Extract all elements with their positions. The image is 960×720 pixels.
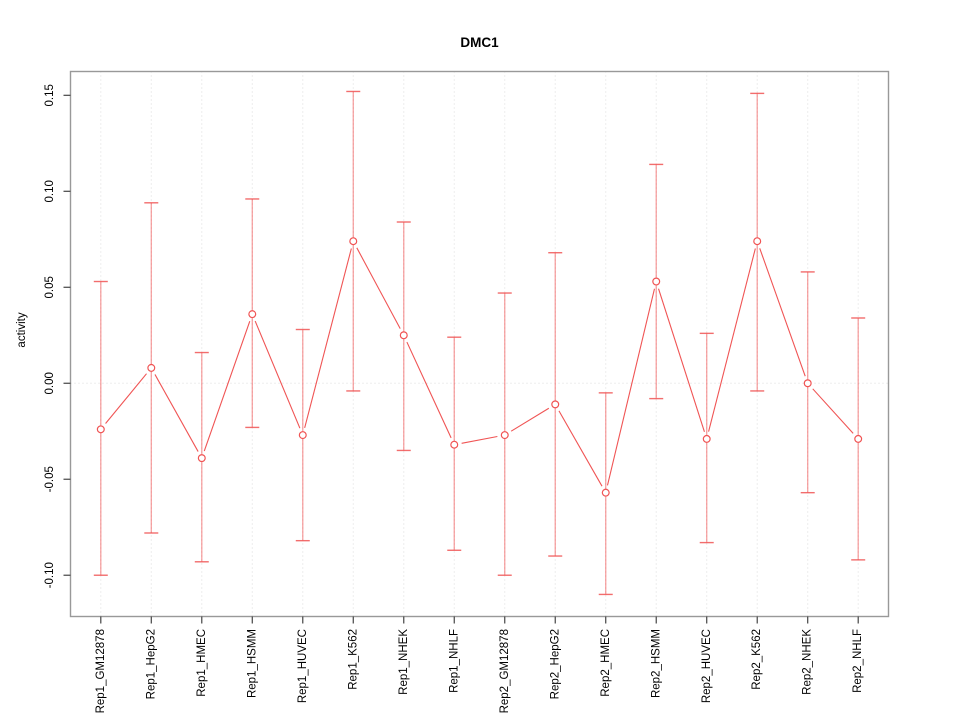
x-tick-label: Rep1_NHEK	[398, 629, 410, 695]
series-segment	[406, 341, 452, 439]
series-segment	[461, 435, 498, 444]
data-point	[96, 425, 105, 434]
series-segment	[254, 320, 301, 429]
data-point	[803, 379, 812, 388]
x-tick-label: Rep2_NHLF	[852, 629, 864, 693]
series-segment	[154, 374, 199, 452]
x-tick-label: Rep2_GM12878	[499, 629, 511, 713]
x-tick-label: Rep2_NHEK	[802, 629, 814, 695]
y-axis-label: activity	[16, 312, 28, 347]
data-point	[399, 331, 408, 340]
series-segment	[105, 373, 147, 424]
series-segment	[759, 248, 806, 377]
x-tick-label: Rep2_HSMM	[650, 629, 662, 698]
x-tick-label: Rep2_HepG2	[549, 629, 561, 699]
series-segment	[356, 247, 401, 329]
data-point	[450, 440, 459, 449]
x-tick-label: Rep1_HUVEC	[297, 629, 309, 703]
y-tick-label: 0.10	[44, 180, 56, 202]
series-segment	[558, 410, 603, 487]
data-point	[349, 237, 358, 246]
y-tick-label: 0.00	[44, 372, 56, 394]
series-segment	[657, 288, 705, 432]
x-tick-label: Rep1_HMEC	[196, 629, 208, 697]
data-point	[753, 237, 762, 246]
data-point	[248, 310, 257, 319]
series-segment	[304, 248, 352, 428]
x-tick-label: Rep2_K562	[751, 629, 763, 690]
plot-area: -0.10 -0.05 0.00 0.05 0.10 0.15 Rep1_GM12878 Re…	[44, 70, 890, 713]
data-point	[854, 434, 863, 443]
data-point	[197, 454, 206, 463]
series-segment	[812, 388, 854, 434]
data-point	[147, 363, 156, 372]
y-tick-label: 0.15	[44, 84, 56, 106]
x-tick-label: Rep1_HSMM	[246, 629, 258, 698]
data-point	[702, 434, 711, 443]
x-tick-label: Rep1_GM12878	[95, 629, 107, 713]
plot-box	[69, 70, 890, 618]
data-point	[652, 277, 661, 286]
data-point	[601, 488, 610, 497]
series-segment	[708, 248, 756, 432]
y-tick-label: 0.05	[44, 276, 56, 298]
series-segment	[606, 288, 656, 486]
data-point	[298, 431, 307, 440]
x-tick-label: Rep2_HMEC	[600, 629, 612, 697]
series-segment	[203, 321, 251, 452]
y-tick-label: -0.05	[44, 466, 56, 492]
data-point	[551, 400, 560, 409]
series-segment	[510, 407, 550, 432]
x-tick-label: Rep1_HepG2	[145, 629, 157, 699]
x-tick-label: Rep1_K562	[347, 629, 359, 690]
x-tick-label: Rep1_NHLF	[448, 629, 460, 693]
data-point	[500, 431, 509, 440]
y-tick-label: -0.10	[44, 562, 56, 588]
x-tick-label: Rep2_HUVEC	[701, 629, 713, 703]
chart-title: DMC1	[460, 35, 499, 50]
